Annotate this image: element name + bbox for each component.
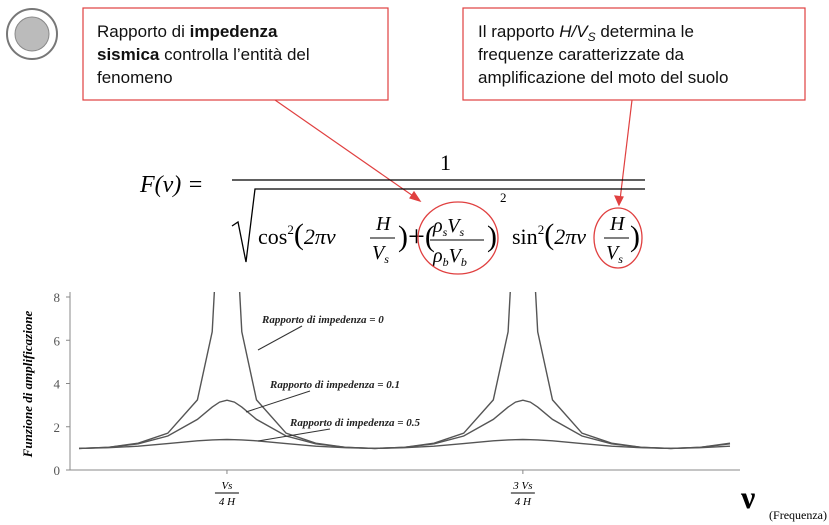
formula-symbol: ) bbox=[487, 220, 497, 253]
formula-symbol: Vs bbox=[606, 242, 623, 266]
y-tick-label: 2 bbox=[54, 420, 61, 435]
callout-line: fenomeno bbox=[97, 68, 173, 87]
formula-symbol: H bbox=[609, 213, 626, 235]
y-axis-label: Funzione di amplificazione bbox=[20, 310, 35, 458]
annotation-leader bbox=[257, 325, 303, 351]
callout-line: Il rapporto H/VS determina le bbox=[478, 22, 694, 44]
plot bbox=[78, 292, 731, 450]
logo bbox=[6, 8, 58, 60]
callout-box bbox=[82, 7, 389, 101]
formula-lhs: F(ν) = bbox=[139, 172, 204, 198]
formula-symbol: ) bbox=[630, 220, 640, 253]
y-tick-label: 8 bbox=[54, 290, 61, 305]
formula-symbol: Vs bbox=[372, 242, 389, 266]
formula-symbol: )+( bbox=[398, 220, 435, 253]
annotation: Rapporto di impedenza = 0.5 bbox=[289, 417, 421, 429]
callout-box bbox=[462, 7, 806, 101]
x-tick-label: Vs bbox=[221, 480, 232, 492]
highlight-circle bbox=[593, 207, 643, 269]
formula: F(ν) = 1 cos2(2πν H Vs )+( ρsVs ρbVb ) 2… bbox=[139, 150, 645, 275]
x-axis-label: ν bbox=[740, 479, 755, 515]
formula-numerator: 1 bbox=[440, 150, 451, 175]
callout-line: sismica controlla l’entità del bbox=[97, 45, 310, 64]
annotation-leader bbox=[257, 428, 331, 442]
x-axis-unit: (Frequenza) bbox=[769, 508, 827, 522]
formula-denominator: cos2(2πν bbox=[258, 218, 336, 251]
callout-line: frequenze caratterizzate da bbox=[478, 45, 685, 64]
callout-line: Rapporto di impedenza bbox=[97, 22, 278, 41]
formula-symbol: sin2(2πν bbox=[512, 218, 586, 251]
annotation-leader bbox=[245, 390, 311, 413]
x-tick-label: 4 H bbox=[515, 496, 532, 508]
y-tick-label: 6 bbox=[54, 333, 61, 348]
formula-symbol: 2 bbox=[500, 190, 507, 205]
formula-symbol: ρbVb bbox=[432, 245, 467, 269]
arrows bbox=[274, 99, 633, 207]
annotation: Rapporto di impedenza = 0 bbox=[261, 314, 384, 326]
formula-symbol: H bbox=[375, 213, 392, 235]
x-tick-label: 4 H bbox=[219, 496, 236, 508]
formula-symbol: ρsVs bbox=[432, 215, 465, 239]
y-tick-label: 0 bbox=[54, 463, 61, 478]
callout-line: amplificazione del moto del suolo bbox=[478, 68, 728, 87]
x-tick-label: 3 Vs bbox=[512, 480, 532, 492]
annotation: Rapporto di impedenza = 0.1 bbox=[269, 379, 400, 391]
curve bbox=[78, 438, 731, 450]
highlight-circle bbox=[417, 201, 499, 275]
y-tick-label: 4 bbox=[54, 377, 61, 392]
